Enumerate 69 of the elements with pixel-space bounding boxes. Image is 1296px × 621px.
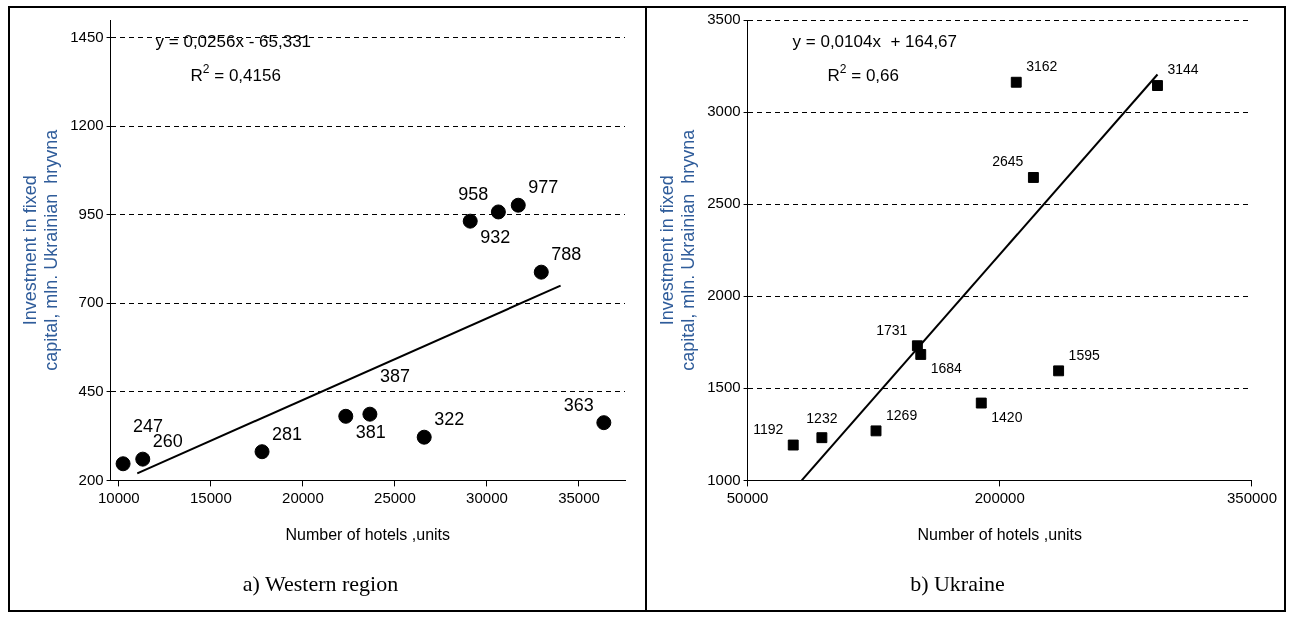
y-axis-title: Investment in fixed capital, mln. Ukrainian hryvna [19,128,62,371]
x-tick-label: 350000 [1226,488,1277,506]
text: b) Ukraine [910,570,1005,596]
data-label: 788 [551,244,582,265]
x-tick-label: 10000 [97,488,140,506]
point [510,197,526,213]
x-axis-title: Number of hotels ,units [285,526,451,544]
point [787,439,799,451]
text: a) Western region [242,570,399,596]
point [1027,172,1039,183]
data-label: 281 [272,423,303,444]
point [490,204,506,220]
y-tick-label: 1200 [70,116,104,134]
y-tick-label: 1500 [707,378,741,396]
x-tick-label: 200000 [974,488,1025,506]
y-tick-label: 1450 [70,27,104,45]
point [1010,76,1022,88]
y-tick-label: 450 [78,382,104,399]
x-tick-label: 35000 [558,488,600,506]
point [254,444,270,460]
x-tick-label: 15000 [190,488,232,506]
x-axis-title: Number of hotels ,units [917,526,1083,544]
data-label: 1192 [753,420,784,437]
data-label: 977 [528,177,559,198]
data-label: 1595 [1068,346,1100,363]
data-label: 1731 [876,321,908,338]
data-label: 958 [458,183,489,204]
point [816,432,828,444]
point [975,397,987,409]
data-label: 363 [563,394,594,415]
y-tick-label: 200 [78,470,104,488]
data-label: 932 [480,227,511,248]
y-tick-label: 950 [78,204,104,222]
data-label: 1684 [930,360,963,377]
annotation: y = 0,0256x - 65,331 [155,31,312,51]
point [338,408,354,424]
data-label: 322 [434,409,465,430]
data-label: 3144 [1167,61,1199,78]
annotation: y = 0,0104x + 164,67 [792,31,958,51]
data-label: 381 [355,422,386,443]
point [135,451,151,467]
data-label: 1232 [806,409,838,426]
y-axis-title: Investment in fixed capital, mln. Ukrainian hryvna [656,128,699,371]
point [1152,80,1163,92]
point [416,429,432,445]
y-tick-label: 2000 [707,286,741,304]
x-tick-label: 20000 [282,488,324,506]
data-label: 260 [152,431,183,452]
point [115,456,131,472]
data-label: 1420 [991,408,1023,425]
y-tick-label: 2500 [707,194,741,212]
data-label: 2645 [992,153,1024,170]
y-tick-label: 700 [78,293,104,311]
y-tick-label: 3500 [707,10,741,28]
point [596,415,612,431]
x-tick-label: 30000 [466,488,508,506]
data-label: 387 [379,366,410,387]
y-tick-label: 3000 [707,102,741,120]
x-tick-label: 25000 [374,488,416,506]
data-label: 3162 [1026,58,1058,75]
point [915,348,927,360]
point [870,425,882,437]
point [362,406,378,422]
point [462,213,478,229]
point [1053,365,1065,377]
x-tick-label: 50000 [726,488,769,506]
point [533,264,549,280]
y-tick-label: 1000 [707,470,741,488]
data-label: 1269 [886,406,918,423]
